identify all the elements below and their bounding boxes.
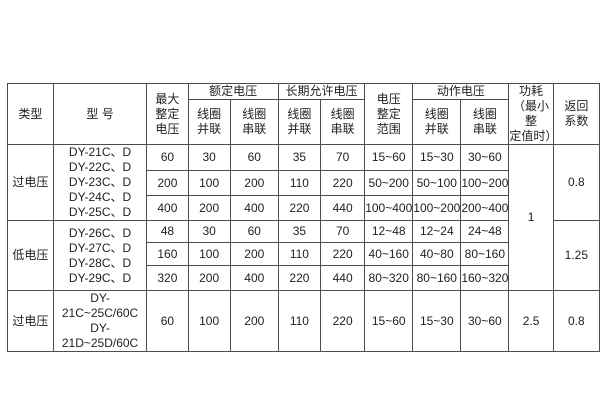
table-row: 过电压 DY-21C、D DY-22C、D DY-23C、D DY-24C、D … (7, 143, 600, 291)
table-cell: 30 (187, 143, 231, 172)
header-row-groups: 类型 型 号 最大 整定 电压 额定电压 长期允许电压 电压 整定 范围 动作电… (7, 83, 600, 145)
table-cell: 320 (146, 265, 189, 291)
table-cell: 30 (187, 220, 231, 243)
table-cell: 48 (146, 220, 189, 243)
table-cell: 100 (187, 242, 231, 266)
table-cell: 80~160 (460, 242, 510, 266)
table-cell: 400 (229, 265, 279, 291)
table-cell: 12~48 (364, 220, 414, 243)
table-cell: 400 (229, 195, 279, 221)
table-cell: 200 (187, 195, 231, 221)
table-cell: 12~24 (412, 220, 462, 243)
table-cell: 35 (277, 220, 322, 243)
table-cell: 220 (277, 265, 322, 291)
table-cell: 70 (320, 220, 366, 243)
table-cell: 110 (277, 170, 322, 197)
header-type: 类型 (7, 83, 54, 145)
table-cell: 100~200 (460, 170, 510, 197)
relay-spec-table: 类型 型 号 最大 整定 电压 额定电压 长期允许电压 电压 整定 范围 动作电… (7, 83, 600, 352)
table-cell: 80~320 (364, 265, 414, 291)
header-voltage-setting-range: 电压 整定 范围 (364, 83, 414, 145)
table-cell: 40~160 (364, 242, 414, 266)
table-cell: 15~30 (412, 290, 462, 352)
cell-group3-type: 过电压 (7, 290, 54, 352)
table-cell: 160~320 (460, 265, 510, 291)
table-cell: 50~200 (364, 170, 414, 197)
table-cell: 70 (320, 143, 366, 172)
cell-group3-models: DY-21C~25C/60C DY-21D~25D/60C (52, 290, 148, 352)
table-cell: 200 (229, 290, 279, 352)
cell-group3-power-consumption: 2.5 (508, 290, 554, 352)
cell-group1-type: 过电压 (7, 144, 54, 221)
table-cell: 220 (277, 195, 322, 221)
table-cell: 200 (146, 170, 189, 197)
header-long-term-allowed-voltage: 长期允许电压 (277, 83, 366, 100)
header-rated-coil-parallel: 线圈 并联 (187, 99, 231, 145)
table-cell: 60 (146, 290, 189, 352)
table-cell: 160 (146, 242, 189, 266)
table-cell: 24~48 (460, 220, 510, 243)
header-row-subcolumns: 线圈 并联 线圈 串联 线圈 并联 线圈 串联 线圈 并联 线圈 串联 (8, 99, 600, 145)
header-operating-coil-series: 线圈 串联 (460, 99, 510, 145)
table-cell: 220 (320, 242, 366, 266)
table-row: 160 100 200 110 220 40~160 40~80 80~160 (8, 242, 600, 266)
table-cell: 15~60 (364, 143, 414, 172)
cell-power-consumption-shared: 1 (508, 144, 554, 291)
header-power-consumption: 功耗 （最小整 定值时） (508, 83, 554, 145)
table-cell: 35 (277, 143, 322, 172)
table-cell: 100 (187, 170, 231, 197)
table-cell: 30~60 (460, 143, 510, 172)
header-return-coefficient: 返回 系数 (552, 83, 600, 145)
table-cell: 30~60 (460, 290, 510, 352)
table-cell: 100 (187, 290, 231, 352)
table-cell: 200 (229, 242, 279, 266)
header-max-setting-voltage: 最大 整定 电压 (146, 83, 189, 145)
cell-group3-return-coefficient: 0.8 (552, 290, 600, 352)
table-cell: 200 (229, 170, 279, 197)
table-row: 过电压 DY-21C~25C/60C DY-21D~25D/60C 60 100… (7, 290, 600, 352)
table-cell: 110 (277, 290, 322, 352)
table-cell: 200 (187, 265, 231, 291)
table-cell: 110 (277, 242, 322, 266)
cell-group2-return-coefficient: 1.25 (552, 220, 600, 291)
table-cell: 440 (320, 195, 366, 221)
table-cell: 400 (146, 195, 189, 221)
table-cell: 60 (229, 143, 279, 172)
header-longterm-coil-series: 线圈 串联 (320, 99, 366, 145)
cell-group1-models: DY-21C、D DY-22C、D DY-23C、D DY-24C、D DY-2… (52, 144, 148, 221)
table-cell: 220 (320, 290, 366, 352)
table-cell: 100~200 (412, 195, 462, 221)
table-row: 400 200 400 220 440 100~400 100~200 200~… (8, 195, 600, 221)
table-cell: 50~100 (412, 170, 462, 197)
table-cell: 220 (320, 170, 366, 197)
header-operating-voltage: 动作电压 (412, 83, 510, 100)
header-model: 型 号 (52, 83, 148, 145)
table-cell: 15~60 (364, 290, 414, 352)
table-cell: 60 (146, 143, 189, 172)
table-cell: 440 (320, 265, 366, 291)
header-rated-voltage: 额定电压 (187, 83, 279, 100)
cell-group2-models: DY-26C、D DY-27C、D DY-28C、D DY-29C、D (52, 220, 148, 291)
table-cell: 80~160 (412, 265, 462, 291)
table-cell: 100~400 (364, 195, 414, 221)
cell-group2-type: 低电压 (7, 220, 54, 291)
cell-group1-return-coefficient: 0.8 (552, 144, 600, 221)
header-longterm-coil-parallel: 线圈 并联 (277, 99, 322, 145)
header-rated-coil-series: 线圈 串联 (229, 99, 279, 145)
table-cell: 40~80 (412, 242, 462, 266)
header-operating-coil-parallel: 线圈 并联 (412, 99, 462, 145)
table-cell: 60 (229, 220, 279, 243)
table-cell: 15~30 (412, 143, 462, 172)
table-cell: 200~400 (460, 195, 510, 221)
